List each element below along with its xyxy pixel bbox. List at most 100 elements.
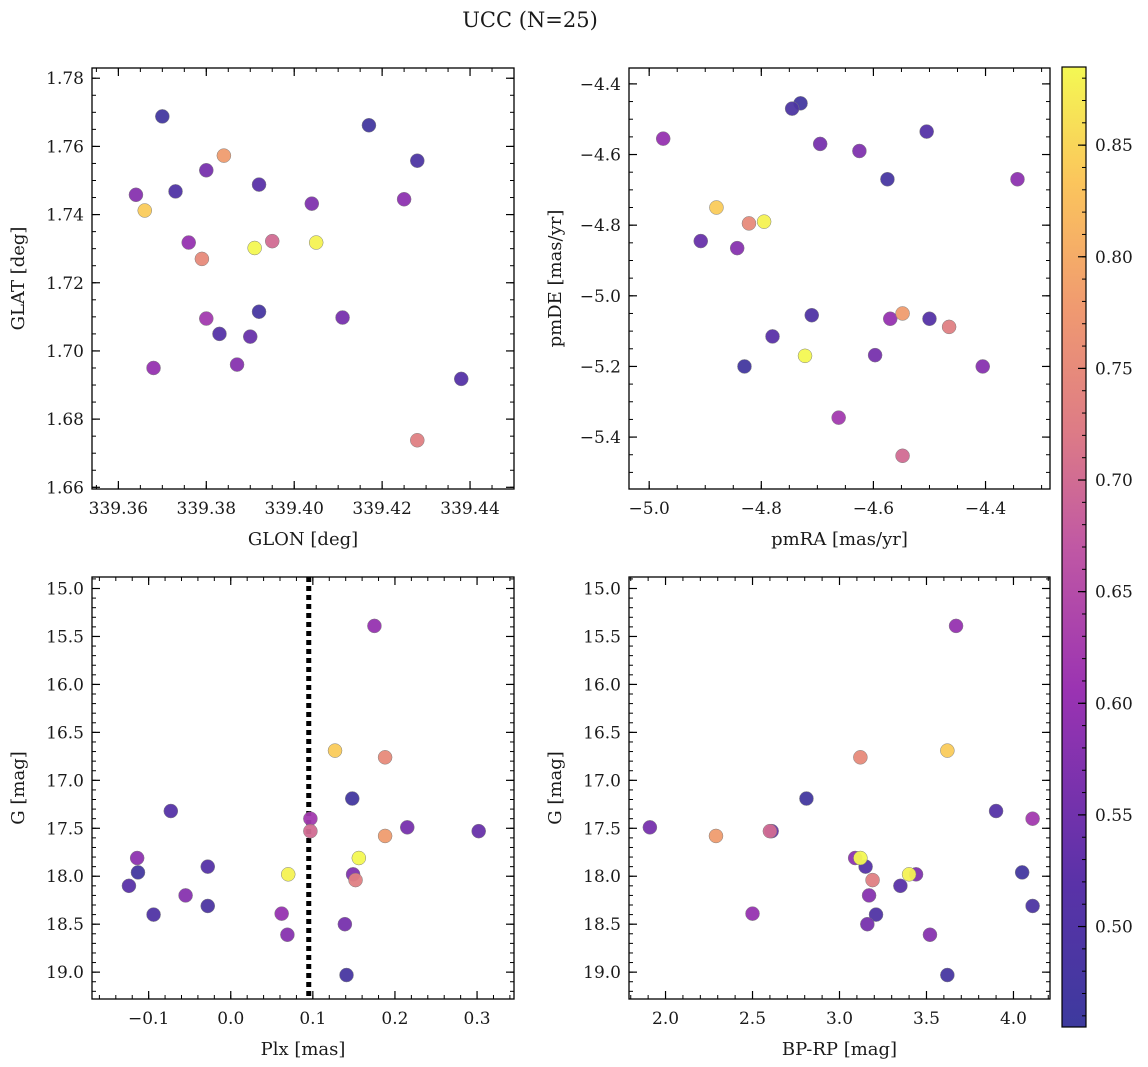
panel-pm: −5.0 −4.8 −4.6 −4.4 −5.4 −5.2 −5.0 −4.8 −4.6 −4.4… — [545, 67, 1051, 550]
scatter-point — [865, 872, 880, 888]
scatter-point — [199, 163, 214, 178]
y-axis-label: pmDE [mas/yr] — [545, 210, 566, 348]
scatter-point — [280, 927, 295, 942]
minor-ticks — [92, 577, 514, 999]
scatter-point — [400, 820, 415, 835]
x-tick-label: −4.6 — [853, 499, 894, 519]
scatter-points — [642, 618, 1040, 983]
x-tick-label: 339.42 — [352, 499, 411, 519]
scatter-point — [348, 872, 363, 888]
scatter-point — [756, 214, 772, 229]
plot-frame — [91, 576, 515, 1000]
scatter-point — [741, 216, 757, 231]
x-axis-label: pmRA [mas/yr] — [771, 529, 908, 550]
y-tick-label: 17.0 — [583, 771, 621, 791]
y-tick-label: −4.6 — [580, 146, 621, 166]
scatter-point — [919, 124, 934, 139]
scatter-points — [121, 618, 486, 983]
y-tick-label: 1.70 — [46, 342, 84, 362]
y-tick-label: 16.0 — [583, 675, 621, 695]
scatter-point — [247, 240, 262, 256]
scatter-point — [762, 823, 778, 839]
scatter-point — [137, 203, 152, 218]
y-tick-label: 1.76 — [46, 137, 84, 157]
scatter-point — [146, 907, 161, 922]
scatter-point — [804, 307, 820, 323]
colorbar-tick-label: 0.60 — [1095, 694, 1133, 714]
scatter-points — [128, 109, 469, 448]
x-tick-label: 3.5 — [913, 1009, 940, 1029]
scatter-point — [212, 326, 227, 342]
y-tick-label: 19.0 — [583, 963, 621, 983]
scatter-point — [200, 859, 216, 874]
scatter-point — [831, 410, 846, 425]
scatter-point — [155, 109, 170, 124]
plot-frame — [628, 576, 1051, 1000]
scatter-point — [1025, 811, 1040, 826]
colorbar-tick-label: 0.55 — [1095, 806, 1133, 826]
scatter-point — [940, 743, 955, 758]
scatter-point — [377, 750, 393, 765]
y-tick-label: 18.0 — [46, 867, 84, 887]
y-tick-label: 1.66 — [46, 478, 84, 498]
scatter-point — [765, 329, 780, 344]
scatter-point — [251, 304, 267, 319]
scatter-point — [745, 906, 760, 921]
scatter-point — [693, 233, 709, 249]
y-tick-label: −4.8 — [580, 216, 621, 236]
y-tick-label: 1.68 — [46, 410, 84, 430]
scatter-point — [895, 448, 910, 464]
scatter-point — [327, 743, 343, 758]
panel-glon-glat: 339.36 339.38 339.40 339.42 339.44 1.66 1.68 1.… — [8, 67, 515, 550]
scatter-point — [396, 191, 412, 207]
scatter-point — [194, 251, 210, 267]
scatter-point — [861, 888, 877, 903]
x-tick-label: −0.1 — [128, 1009, 169, 1029]
scatter-point — [812, 136, 828, 152]
scatter-point — [708, 828, 724, 844]
scatter-point — [709, 200, 724, 215]
scatter-point — [251, 177, 267, 192]
x-tick-label: −5.0 — [629, 499, 670, 519]
scatter-point — [377, 828, 393, 844]
scatter-point — [880, 172, 895, 187]
y-axis-label: G [mag] — [545, 751, 566, 824]
x-tick-label: 0.2 — [381, 1009, 408, 1029]
scatter-point — [351, 850, 367, 866]
scatter-point — [737, 359, 752, 374]
x-tick-label: 339.38 — [177, 499, 236, 519]
scatter-point — [799, 791, 814, 806]
scatter-point — [339, 967, 354, 983]
y-tick-label: 15.5 — [46, 627, 84, 647]
scatter-point — [471, 823, 486, 839]
scatter-point — [893, 878, 908, 894]
scatter-point — [729, 240, 745, 256]
scatter-point — [895, 306, 910, 321]
x-tick-label: 0.0 — [217, 1009, 244, 1029]
colorbar-tick-label: 0.80 — [1095, 248, 1133, 268]
y-tick-label: 17.5 — [46, 819, 84, 839]
scatter-point — [274, 906, 289, 921]
scatter-point — [784, 101, 800, 116]
y-tick-label: 15.0 — [583, 580, 621, 600]
scatter-point — [948, 618, 964, 634]
scatter-point — [229, 357, 245, 372]
y-tick-label: 15.5 — [583, 627, 621, 647]
scatter-point — [922, 311, 937, 327]
scatter-point — [200, 898, 216, 914]
scatter-point — [867, 347, 883, 363]
colorbar-tick-label: 0.70 — [1095, 471, 1133, 491]
minor-ticks — [92, 68, 515, 489]
panel-plx-g: −0.1 0.0 0.1 0.2 0.3 15.0 15.5 16.0 16.5 17.0 17.5… — [8, 576, 515, 1060]
scatter-point — [860, 916, 875, 932]
scatter-point — [410, 433, 425, 448]
scatter-point — [130, 865, 146, 880]
y-tick-label: −5.4 — [580, 428, 621, 448]
scatter-point — [199, 311, 214, 326]
plot-frame — [91, 67, 515, 490]
y-tick-label: 1.72 — [46, 274, 84, 294]
y-tick-label: −5.0 — [580, 287, 621, 307]
y-axis-label: GLAT [deg] — [8, 227, 29, 331]
x-tick-label: 0.3 — [464, 1009, 491, 1029]
